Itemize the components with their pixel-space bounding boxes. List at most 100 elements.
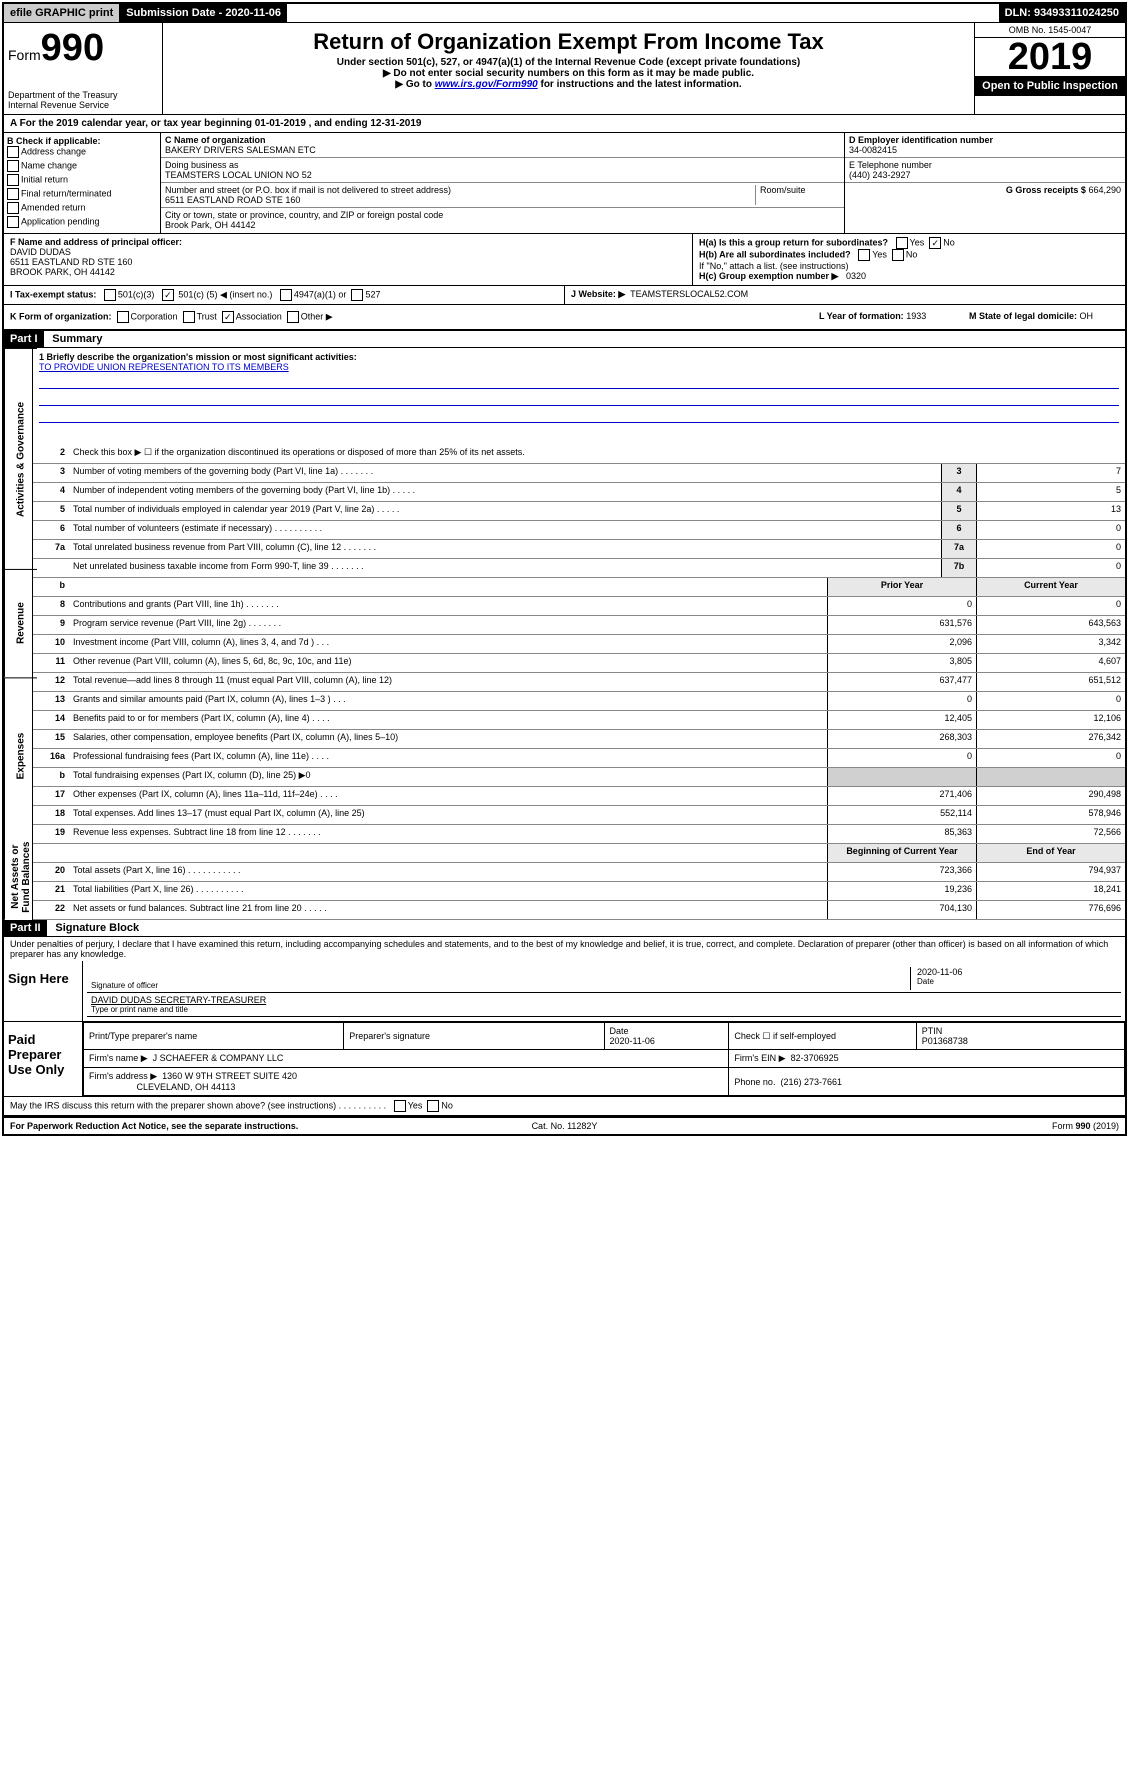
irs-label: Internal Revenue Service	[8, 100, 158, 110]
exp-desc-5: Other expenses (Part IX, column (A), lin…	[69, 787, 827, 805]
mission-label: 1 Briefly describe the organization's mi…	[39, 352, 357, 362]
hb-label: H(b) Are all subordinates included?	[699, 249, 851, 259]
footer-center: Cat. No. 11282Y	[380, 1121, 750, 1131]
ha-no: No	[943, 237, 955, 247]
declaration-text: Under penalties of perjury, I declare th…	[4, 937, 1125, 961]
i-501c-checkbox[interactable]: ✓	[162, 289, 174, 301]
period-begin: 01-01-2019	[255, 118, 306, 129]
part2-title: Signature Block	[49, 920, 145, 936]
gov-box-3: 6	[941, 521, 976, 539]
hb-no-checkbox[interactable]	[892, 249, 904, 261]
box-b-text-2: Initial return	[21, 174, 68, 184]
k-assoc-checkbox[interactable]: ✓	[222, 311, 234, 323]
exp-line-1: 14Benefits paid to or for members (Part …	[33, 711, 1125, 730]
gov-desc-3: Total number of volunteers (estimate if …	[69, 521, 941, 539]
hb-note: If "No," attach a list. (see instruction…	[699, 261, 1119, 271]
exp-line-0: 13Grants and similar amounts paid (Part …	[33, 692, 1125, 711]
box-b-item-1[interactable]: Name change	[7, 160, 157, 172]
exp-line-4: bTotal fundraising expenses (Part IX, co…	[33, 768, 1125, 787]
sign-here-label: Sign Here	[4, 961, 83, 1021]
gov-desc-4: Total unrelated business revenue from Pa…	[69, 540, 941, 558]
box-b: B Check if applicable: Address change Nam…	[4, 133, 161, 233]
rev-curr-2: 3,342	[976, 635, 1125, 653]
gov-num-0: 3	[33, 464, 69, 482]
k-trust-checkbox[interactable]	[183, 311, 195, 323]
box-b-checkbox-2[interactable]	[7, 174, 19, 186]
firm-addr-label: Firm's address ▶	[89, 1071, 157, 1081]
ein-val: 34-0082415	[849, 145, 1121, 155]
box-b-item-0[interactable]: Address change	[7, 146, 157, 158]
box-b-label: B Check if applicable:	[7, 136, 157, 146]
gov-line-0: 3Number of voting members of the governi…	[33, 464, 1125, 483]
discuss-no-checkbox[interactable]	[427, 1100, 439, 1112]
exp-line-3: 16aProfessional fundraising fees (Part I…	[33, 749, 1125, 768]
gross-val: 664,290	[1088, 185, 1121, 195]
firm-addr1: 1360 W 9TH STREET SUITE 420	[162, 1071, 297, 1081]
k-corp-checkbox[interactable]	[117, 311, 129, 323]
exp-line-2: 15Salaries, other compensation, employee…	[33, 730, 1125, 749]
box-b-item-3[interactable]: Final return/terminated	[7, 188, 157, 200]
exp-num-7: 19	[33, 825, 69, 843]
exp-curr-2: 276,342	[976, 730, 1125, 748]
rev-curr-1: 643,563	[976, 616, 1125, 634]
exp-num-6: 18	[33, 806, 69, 824]
tax-year: 2019	[975, 38, 1125, 76]
hb-yes-checkbox[interactable]	[858, 249, 870, 261]
instructions-link[interactable]: www.irs.gov/Form990	[435, 79, 538, 90]
rev-desc-3: Other revenue (Part VIII, column (A), li…	[69, 654, 827, 672]
firm-addr2: CLEVELAND, OH 44113	[137, 1082, 236, 1092]
box-b-checkbox-4[interactable]	[7, 202, 19, 214]
gov-val-3: 0	[976, 521, 1125, 539]
exp-curr-3: 0	[976, 749, 1125, 767]
check-self-employed[interactable]: Check ☐ if self-employed	[729, 1023, 916, 1050]
box-b-checkbox-5[interactable]	[7, 216, 19, 228]
i-opt2-pre: 501(c) (	[178, 289, 209, 299]
box-b-checkbox-3[interactable]	[7, 188, 19, 200]
form-container: efile GRAPHIC print Submission Date - 20…	[2, 2, 1127, 1136]
gov-num-2: 5	[33, 502, 69, 520]
rev-desc-0: Contributions and grants (Part VIII, lin…	[69, 597, 827, 615]
box-b-item-2[interactable]: Initial return	[7, 174, 157, 186]
gov-val-2: 13	[976, 502, 1125, 520]
box-b-checkbox-0[interactable]	[7, 146, 19, 158]
efile-badge[interactable]: efile GRAPHIC print	[4, 4, 120, 22]
box-b-checkbox-1[interactable]	[7, 160, 19, 172]
f-name: DAVID DUDAS	[10, 247, 686, 257]
discuss-yes-checkbox[interactable]	[394, 1100, 406, 1112]
prep-sig-label: Preparer's signature	[344, 1023, 604, 1050]
side-revenue: Revenue	[4, 569, 37, 677]
gov-line-4: 7aTotal unrelated business revenue from …	[33, 540, 1125, 559]
l-label: L Year of formation:	[819, 311, 904, 321]
k-other-checkbox[interactable]	[287, 311, 299, 323]
i-501c3-checkbox[interactable]	[104, 289, 116, 301]
l-val: 1933	[906, 311, 926, 321]
exp-desc-1: Benefits paid to or for members (Part IX…	[69, 711, 827, 729]
box-de: D Employer identification number 34-0082…	[845, 133, 1125, 233]
exp-desc-2: Salaries, other compensation, employee b…	[69, 730, 827, 748]
part1-header-row: Part I Summary	[4, 331, 1125, 348]
exp-prior-6: 552,114	[827, 806, 976, 824]
box-b-item-5[interactable]: Application pending	[7, 216, 157, 228]
firm-name-label: Firm's name ▶	[89, 1053, 148, 1063]
form-org-row: K Form of organization: Corporation Trus…	[4, 305, 1125, 331]
exp-line-6: 18Total expenses. Add lines 13–17 (must …	[33, 806, 1125, 825]
ptin-val: P01368738	[922, 1036, 968, 1046]
i-4947-checkbox[interactable]	[280, 289, 292, 301]
net-prior-1: 19,236	[827, 882, 976, 900]
sig-date: 2020-11-06	[917, 967, 1117, 977]
firm-ein-label: Firm's EIN ▶	[734, 1053, 785, 1063]
ha-no-checkbox[interactable]: ✓	[929, 237, 941, 249]
gov-box-5: 7b	[941, 559, 976, 577]
rev-prior-2: 2,096	[827, 635, 976, 653]
i-527-checkbox[interactable]	[351, 289, 363, 301]
gov-box-4: 7a	[941, 540, 976, 558]
m-val: OH	[1080, 311, 1094, 321]
period-end: 12-31-2019	[370, 118, 421, 129]
box-b-item-4[interactable]: Amended return	[7, 202, 157, 214]
side-expenses: Expenses	[4, 677, 37, 834]
exp-prior-5: 271,406	[827, 787, 976, 805]
gov-desc-2: Total number of individuals employed in …	[69, 502, 941, 520]
rev-prior-3: 3,805	[827, 654, 976, 672]
summary-body: Activities & Governance Revenue Expenses…	[4, 348, 1125, 920]
ha-yes-checkbox[interactable]	[896, 237, 908, 249]
